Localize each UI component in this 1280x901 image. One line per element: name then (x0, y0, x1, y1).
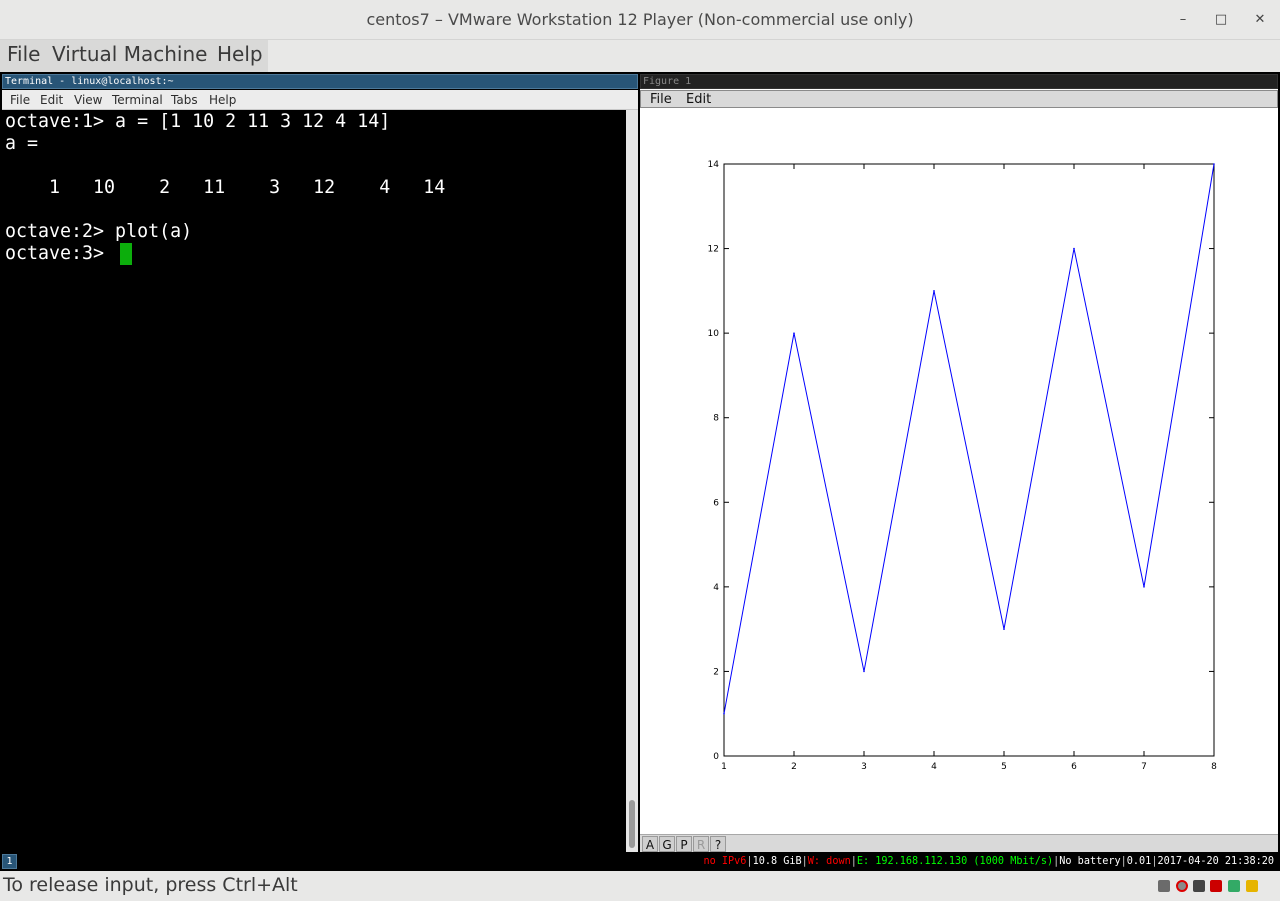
figure-window[interactable]: Figure 1 File Edit 1 2 3 4 5 6 7 8 0 2 4 6 8 10 12 14 A… (640, 74, 1278, 852)
terminal-scrollbar-thumb[interactable] (629, 800, 635, 848)
terminal-scrollbar[interactable] (626, 110, 638, 852)
data-point (933, 290, 935, 292)
host-footer: To release input, press Ctrl+Alt (0, 871, 1280, 901)
terminal-menu-edit[interactable]: Edit (40, 93, 64, 107)
rotate-button[interactable]: R (693, 836, 709, 852)
ethernet-status: E: 192.168.112.130 (1000 Mbit/s) (856, 856, 1054, 867)
y-tick-label: 12 (708, 245, 719, 255)
release-input-hint: To release input, press Ctrl+Alt (3, 874, 298, 896)
y-tick-label: 10 (708, 329, 720, 339)
pan-button[interactable]: P (676, 836, 692, 852)
x-tick-label: 6 (1071, 762, 1077, 772)
figure-canvas[interactable]: 1 2 3 4 5 6 7 8 0 2 4 6 8 10 12 14 (640, 108, 1278, 834)
terminal-line: octave:2> plot(a) (5, 221, 193, 242)
status-text: no IPv6|10.8 GiB|W: down|E: 192.168.112.… (703, 856, 1274, 867)
datetime-status: 2017-04-20 21:38:20 (1157, 856, 1274, 867)
terminal-screen[interactable]: octave:1> a = [1 10 2 11 3 12 4 14] a = … (2, 110, 626, 852)
hard-disk-icon[interactable] (1158, 880, 1170, 892)
help-button[interactable]: ? (710, 836, 726, 852)
x-tick-label: 5 (1001, 762, 1007, 772)
autoscale-button[interactable]: A (642, 836, 658, 852)
data-point (863, 670, 865, 673)
x-tick-label: 8 (1211, 762, 1217, 772)
terminal-menu-view[interactable]: View (74, 93, 103, 107)
guest-display[interactable]: Terminal - linux@localhost:~ File Edit V… (0, 72, 1280, 871)
figure-menubar: File Edit (640, 90, 1278, 108)
data-point (1143, 586, 1145, 588)
terminal-menu-file[interactable]: File (10, 93, 31, 107)
terminal-menu-terminal[interactable]: Terminal (112, 93, 163, 107)
x-tick-label: 7 (1141, 762, 1147, 772)
data-point (1213, 163, 1215, 165)
data-point (793, 332, 795, 334)
figure-title: Figure 1 (643, 76, 692, 87)
host-window-title: centos7 – VMware Workstation 12 Player (… (366, 10, 914, 29)
network-icon[interactable] (1193, 880, 1205, 892)
host-menubar: File Virtual Machine Help (0, 40, 268, 72)
terminal-cursor (120, 243, 132, 265)
terminal-line: octave:1> a = [1 10 2 11 3 12 4 14] (5, 111, 391, 132)
close-button[interactable]: ✕ (1254, 12, 1266, 27)
x-tick-label: 3 (861, 762, 867, 772)
x-tick-label: 4 (931, 762, 937, 772)
data-point (1073, 247, 1075, 250)
terminal-line: a = (5, 133, 39, 154)
host-menu-help[interactable]: Help (217, 42, 263, 66)
ipv6-status: no IPv6 (703, 856, 747, 867)
host-titlebar: centos7 – VMware Workstation 12 Player (… (0, 0, 1280, 40)
disk-status: 10.8 GiB (752, 856, 802, 867)
x-tick-label: 1 (721, 762, 727, 772)
cd-rom-icon[interactable] (1176, 880, 1188, 892)
terminal-menubar: File Edit View Terminal Tabs Help (2, 90, 638, 110)
usb-icon[interactable] (1210, 880, 1222, 892)
y-tick-label: 14 (708, 160, 720, 170)
minimize-button[interactable]: – (1179, 12, 1187, 27)
wifi-status: W: down (807, 856, 851, 867)
terminal-line: 1 10 2 11 3 12 4 14 (5, 177, 446, 198)
battery-status: No battery (1059, 856, 1121, 867)
y-tick-label: 0 (713, 752, 719, 762)
data-point (1003, 628, 1005, 630)
figure-titlebar[interactable]: Figure 1 (640, 74, 1278, 89)
grid-toggle-button[interactable]: G (659, 836, 675, 852)
terminal-menu-tabs[interactable]: Tabs (171, 93, 198, 107)
terminal-title: Terminal - linux@localhost:~ (5, 76, 174, 87)
x-tick-label: 2 (791, 762, 797, 772)
sound-icon[interactable] (1228, 880, 1240, 892)
figure-menu-edit[interactable]: Edit (686, 92, 712, 107)
figure-toolbar: A G P R ? (640, 834, 1278, 852)
workspace-button[interactable]: 1 (2, 854, 17, 869)
y-tick-label: 8 (713, 414, 719, 424)
data-point (723, 712, 725, 715)
y-tick-label: 6 (713, 498, 719, 508)
host-menu-virtual-machine[interactable]: Virtual Machine (52, 42, 208, 66)
y-tick-label: 2 (713, 667, 719, 677)
series-line (723, 163, 1215, 714)
message-icon[interactable] (1246, 880, 1258, 892)
terminal-prompt-line: octave:3> (5, 243, 116, 264)
maximize-button[interactable]: □ (1214, 12, 1228, 27)
host-menu-file[interactable]: File (7, 42, 41, 66)
status-bar: 1 no IPv6|10.8 GiB|W: down|E: 192.168.11… (0, 853, 1280, 871)
figure-menu-file[interactable]: File (650, 92, 672, 107)
terminal-menu-help[interactable]: Help (209, 93, 237, 107)
plot-axes-box (723, 163, 1215, 757)
terminal-titlebar[interactable]: Terminal - linux@localhost:~ (2, 74, 638, 89)
load-status: 0.01 (1126, 856, 1152, 867)
terminal-window[interactable]: Terminal - linux@localhost:~ File Edit V… (2, 74, 638, 852)
y-tick-label: 4 (713, 583, 719, 593)
